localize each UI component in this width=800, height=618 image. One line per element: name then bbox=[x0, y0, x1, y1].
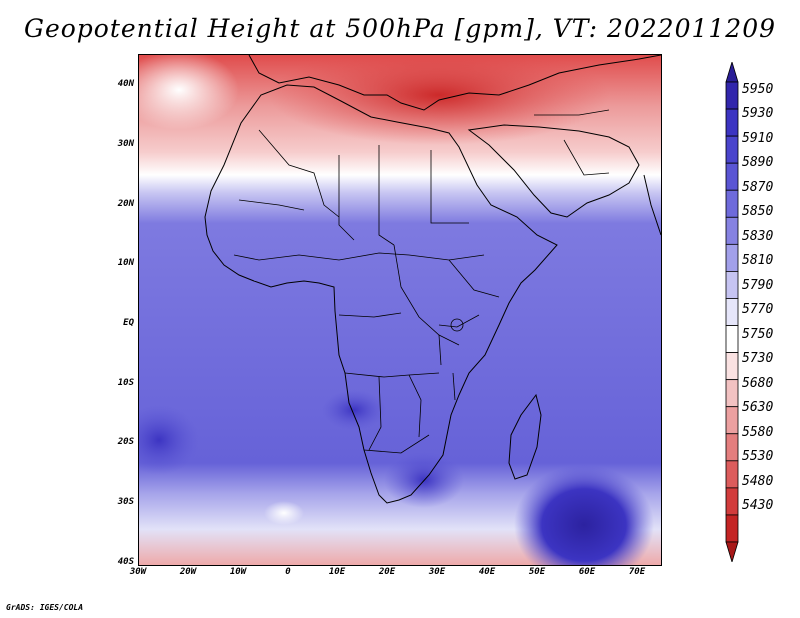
grads-credit: GrADS: IGES/COLA bbox=[6, 603, 84, 612]
lon-label-30e: 30E bbox=[428, 567, 446, 577]
colorbar-label-5430: 5430 bbox=[742, 498, 774, 513]
colorbar-cell bbox=[725, 271, 739, 299]
africa-coastline bbox=[204, 84, 558, 504]
colorbar-cell bbox=[725, 243, 739, 272]
lat-label-20n: 20N bbox=[117, 199, 134, 209]
lon-label-30w: 30W bbox=[129, 567, 147, 577]
lake-victoria bbox=[450, 318, 464, 332]
colorbar-label-5930: 5930 bbox=[742, 106, 774, 121]
height-field-map bbox=[139, 55, 661, 565]
colorbar-label-5870: 5870 bbox=[742, 180, 774, 195]
colorbar-label-5830: 5830 bbox=[742, 229, 774, 244]
colorbar-cell bbox=[725, 514, 739, 543]
colorbar bbox=[725, 62, 739, 562]
colorbar-cell bbox=[725, 108, 739, 137]
lon-label-10w: 10W bbox=[229, 567, 247, 577]
colorbar-label-5530: 5530 bbox=[742, 449, 774, 464]
colorbar-cell bbox=[725, 135, 739, 164]
lat-label-10n: 10N bbox=[117, 258, 134, 268]
colorbar-cell bbox=[725, 162, 739, 191]
lat-label-20s: 20S bbox=[117, 437, 134, 447]
colorbar-label-5480: 5480 bbox=[742, 474, 774, 489]
colorbar-label-5630: 5630 bbox=[742, 400, 774, 415]
colorbar-cell bbox=[725, 460, 739, 489]
southwest-high-area bbox=[139, 405, 199, 475]
colorbar-label-5910: 5910 bbox=[742, 131, 774, 146]
lat-label-40n: 40N bbox=[117, 79, 134, 89]
colorbar-label-5580: 5580 bbox=[742, 425, 774, 440]
colorbar-label-5950: 5950 bbox=[742, 82, 774, 97]
lon-label-40e: 40E bbox=[478, 567, 496, 577]
colorbar-label-5810: 5810 bbox=[742, 253, 774, 268]
madagascar-coastline bbox=[508, 393, 542, 480]
colorbar-cell bbox=[725, 406, 739, 435]
lon-label-20e: 20E bbox=[378, 567, 396, 577]
colorbar-bottom-arrow bbox=[725, 541, 739, 562]
colorbar-cell bbox=[725, 433, 739, 462]
coastlines bbox=[204, 55, 661, 504]
colorbar-label-5850: 5850 bbox=[742, 204, 774, 219]
colorbar-cell bbox=[725, 81, 739, 110]
map-title: Geopotential Height at 500hPa [gpm], VT:… bbox=[23, 14, 777, 43]
lon-label-70e: 70E bbox=[628, 567, 646, 577]
lake-tanganyika bbox=[438, 334, 442, 366]
colorbar-cell bbox=[725, 216, 739, 245]
lon-label-0: 0 bbox=[285, 567, 291, 577]
map-panel bbox=[138, 54, 662, 566]
lon-label-20w: 20W bbox=[179, 567, 197, 577]
colorbar-top-arrow bbox=[725, 62, 739, 83]
lon-label-60e: 60E bbox=[578, 567, 596, 577]
arabian-peninsula-coastline bbox=[467, 124, 640, 218]
colorbar-label-5750: 5750 bbox=[742, 327, 774, 342]
northwest-ridge-area bbox=[139, 55, 239, 130]
colorbar-label-5770: 5770 bbox=[742, 302, 774, 317]
lon-label-10e: 10E bbox=[328, 567, 346, 577]
southeast-high-area bbox=[514, 465, 654, 565]
colorbar-cell bbox=[725, 325, 739, 353]
colorbar-label-5890: 5890 bbox=[742, 155, 774, 170]
lake-malawi bbox=[452, 372, 456, 401]
country-borders bbox=[233, 109, 610, 454]
colorbar-label-5680: 5680 bbox=[742, 376, 774, 391]
europe-coastline bbox=[248, 55, 661, 111]
southwest-ridge-area bbox=[264, 501, 304, 525]
lon-label-50e: 50E bbox=[528, 567, 546, 577]
lat-label-30s: 30S bbox=[117, 497, 134, 507]
lat-label-eq: EQ bbox=[123, 318, 134, 328]
lat-label-40s: 40S bbox=[117, 557, 134, 567]
colorbar-cell bbox=[725, 189, 739, 218]
colorbar-label-5730: 5730 bbox=[742, 351, 774, 366]
lat-label-10s: 10S bbox=[117, 378, 134, 388]
india-coastline bbox=[643, 174, 661, 236]
colorbar-cell bbox=[725, 298, 739, 326]
lakes bbox=[438, 318, 464, 401]
central-africa-high-area bbox=[322, 390, 386, 430]
colorbar-label-5790: 5790 bbox=[742, 278, 774, 293]
colorbar-cell bbox=[725, 379, 739, 408]
colorbar-cell bbox=[725, 487, 739, 516]
colorbar-cell bbox=[725, 352, 739, 381]
lat-label-30n: 30N bbox=[117, 139, 134, 149]
